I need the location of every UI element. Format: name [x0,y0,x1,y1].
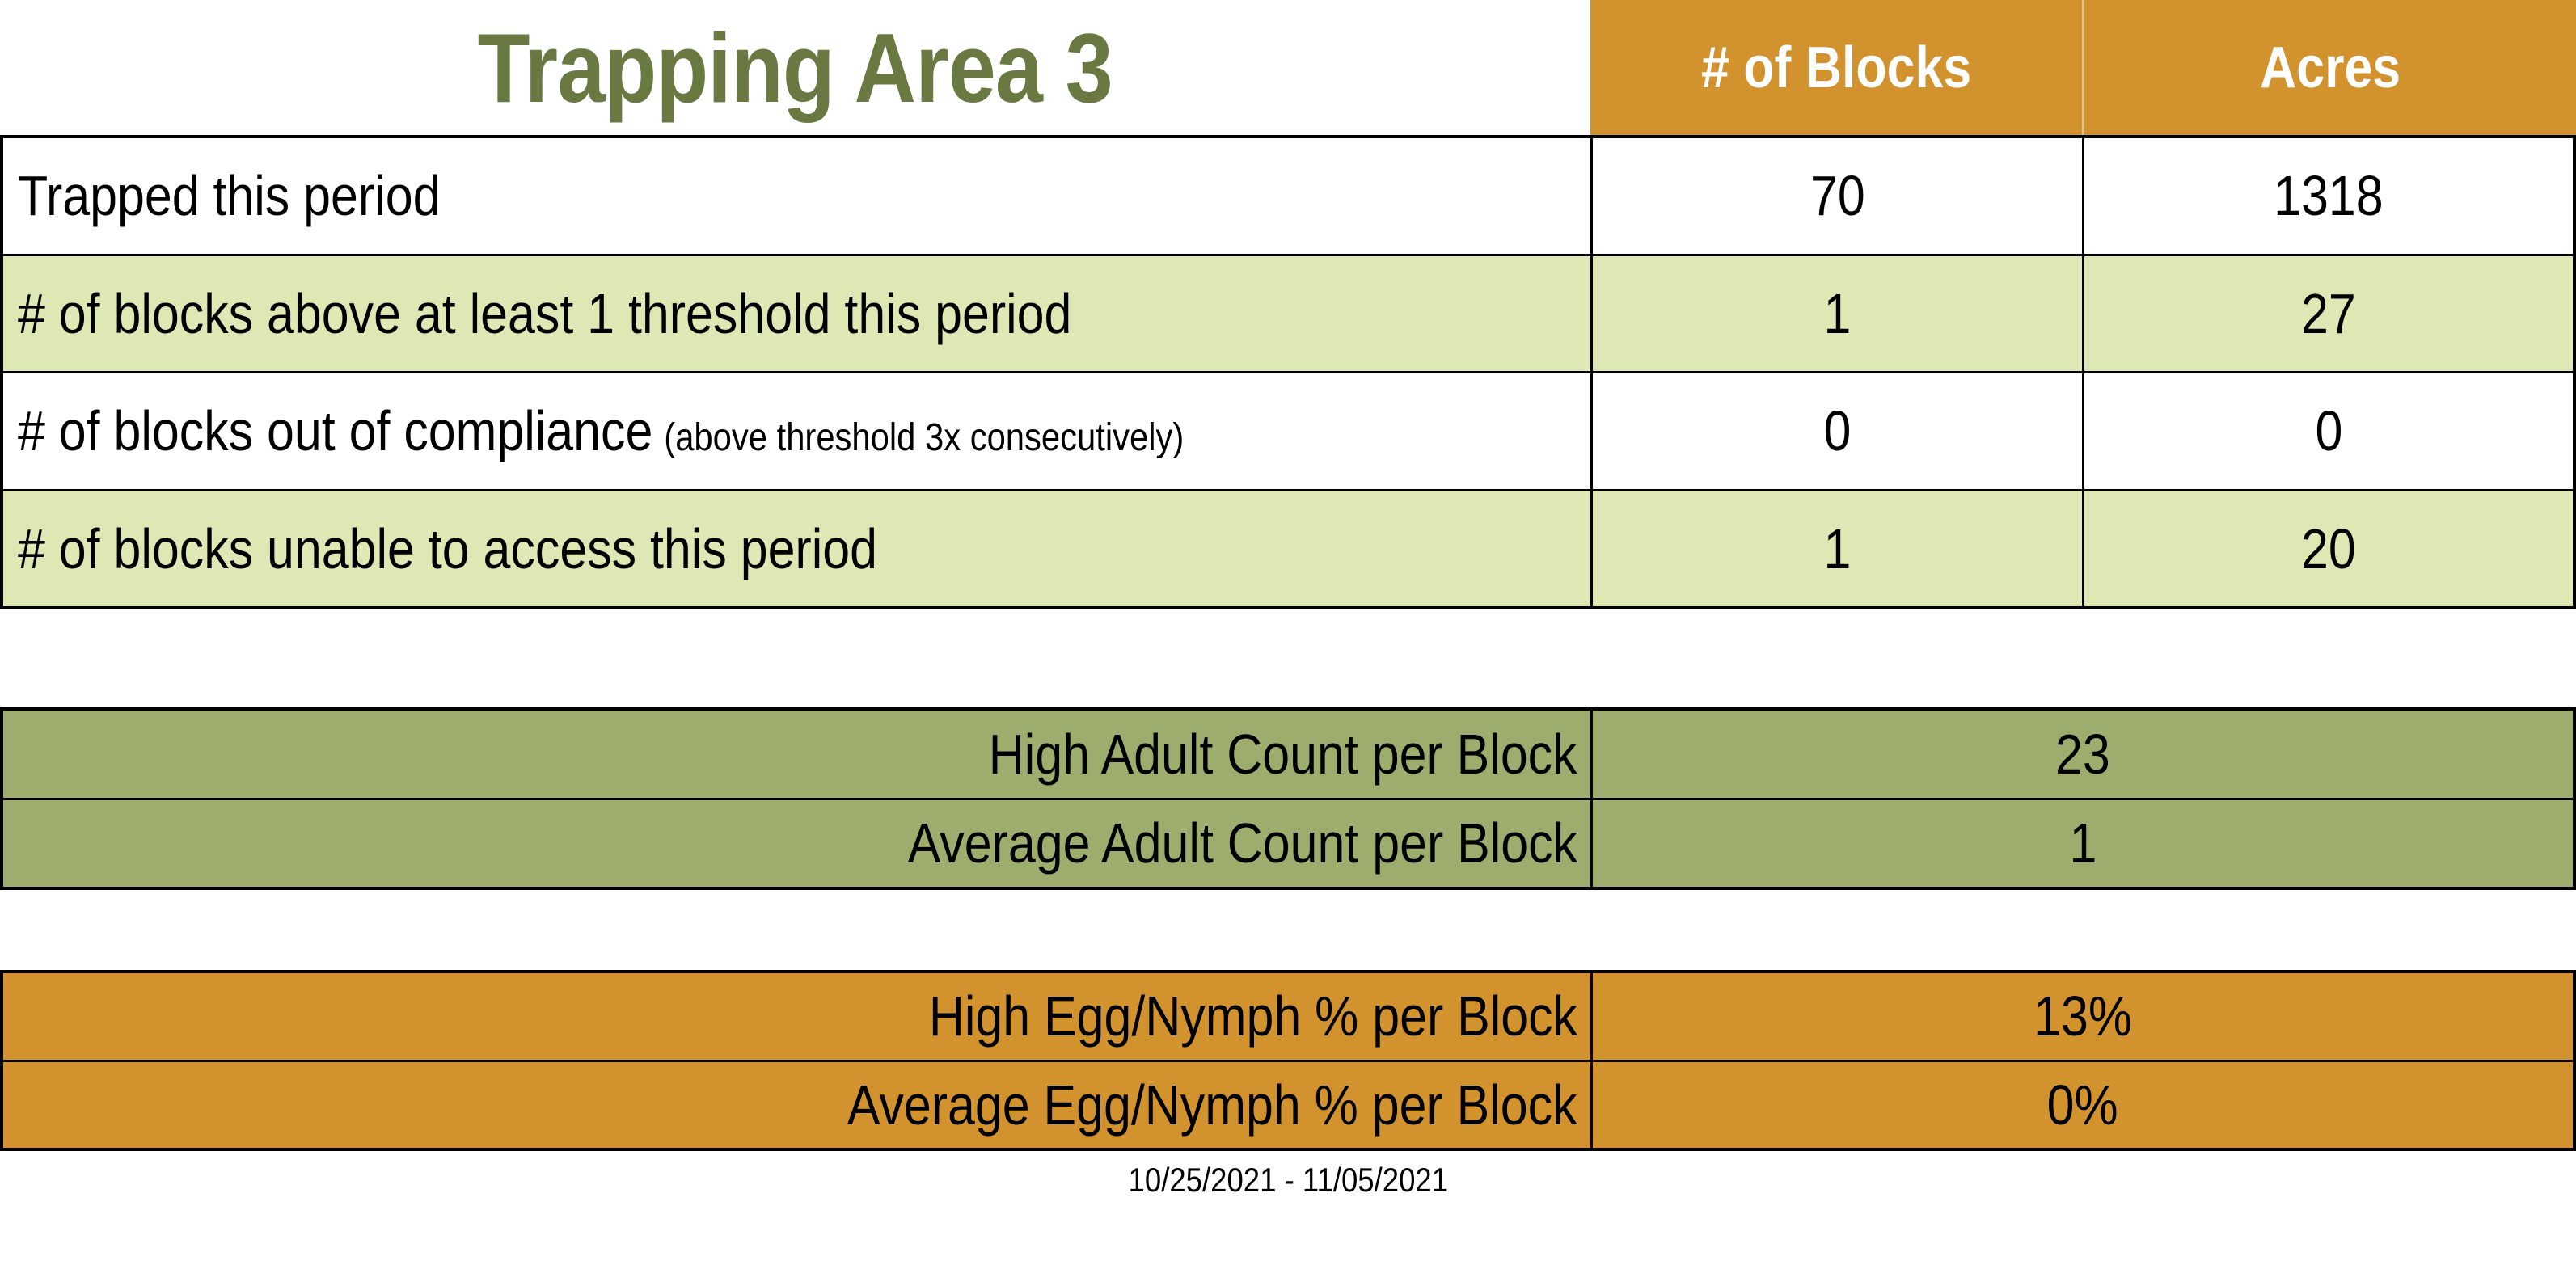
egg-nymph-table: High Egg/Nymph % per Block 13% Average E… [0,970,2576,1151]
row-label: Average Egg/Nymph % per Block [847,1073,1577,1137]
table-row: # of blocks out of compliance (above thre… [3,371,2573,489]
date-range: 10/25/2021 - 11/05/2021 [1128,1161,1448,1199]
row-label-note: (above threshold 3x consecutively) [664,416,1185,460]
column-header-row: # of Blocks Acres [1590,0,2576,135]
row-label: # of blocks above at least 1 threshold t… [18,281,1072,345]
row-label: # of blocks out of compliance (above thre… [18,399,1185,463]
row-value: 0% [1590,1061,2573,1148]
row-value: 13% [1590,973,2573,1060]
adult-count-table: High Adult Count per Block 23 Average Ad… [0,707,2576,890]
row-label: # of blocks unable to access this period [18,517,877,580]
column-header-blocks: # of Blocks [1700,35,1972,100]
blocks-value: 1 [1590,491,2082,606]
row-label: High Egg/Nymph % per Block [928,985,1577,1048]
table-row: Average Egg/Nymph % per Block 0% [3,1059,2573,1148]
acres-value: 27 [2082,255,2573,371]
table-row: High Egg/Nymph % per Block 13% [3,973,2573,1060]
table-row: # of blocks above at least 1 threshold t… [3,253,2573,371]
row-value: 1 [1590,799,2573,887]
row-value: 23 [1590,711,2573,798]
table-row: Average Adult Count per Block 1 [3,797,2573,887]
table-row: Trapped this period 70 1318 [3,138,2573,254]
page-title-text: Trapping Area 3 [477,12,1113,123]
acres-value: 20 [2082,491,2573,606]
acres-value: 0 [2082,373,2573,489]
table-row: High Adult Count per Block 23 [3,711,2573,798]
blocks-value: 1 [1590,255,2082,371]
page-title: Trapping Area 3 [0,0,1590,135]
row-label: Average Adult Count per Block [907,812,1577,875]
column-header-acres: Acres [2082,0,2576,135]
row-label: Trapped this period [18,164,441,228]
table-row: # of blocks unable to access this period… [3,488,2573,606]
blocks-value: 0 [1590,373,2082,489]
blocks-value: 70 [1590,138,2082,254]
main-table: Trapped this period 70 1318 # of blocks … [0,135,2576,609]
acres-value: 1318 [2082,138,2573,254]
row-label: High Adult Count per Block [989,722,1577,786]
